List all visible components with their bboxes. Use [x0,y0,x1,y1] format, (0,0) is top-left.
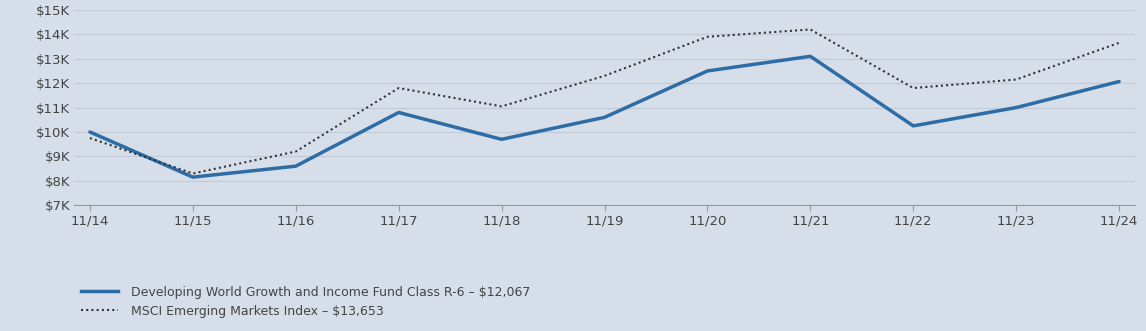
MSCI Emerging Markets Index – $13,653 [598,74,612,78]
MSCI Emerging Markets Index – $13,653 [1113,41,1127,45]
MSCI Emerging Markets Index – $13,653 [289,150,303,154]
MSCI Emerging Markets Index – $13,653 [186,171,199,175]
Legend: Developing World Growth and Income Fund Class R-6 – $12,067, MSCI Emerging Marke: Developing World Growth and Income Fund … [80,286,531,318]
Developing World Growth and Income Fund Class R-6 – $12,067 [186,175,199,179]
Developing World Growth and Income Fund Class R-6 – $12,067 [906,124,920,128]
Line: MSCI Emerging Markets Index – $13,653: MSCI Emerging Markets Index – $13,653 [89,29,1120,173]
MSCI Emerging Markets Index – $13,653 [700,35,714,39]
Developing World Growth and Income Fund Class R-6 – $12,067 [289,164,303,168]
Developing World Growth and Income Fund Class R-6 – $12,067 [1010,106,1023,110]
Developing World Growth and Income Fund Class R-6 – $12,067 [1113,79,1127,83]
MSCI Emerging Markets Index – $13,653 [83,136,96,140]
Developing World Growth and Income Fund Class R-6 – $12,067 [392,111,406,115]
MSCI Emerging Markets Index – $13,653 [803,27,817,31]
Developing World Growth and Income Fund Class R-6 – $12,067 [598,115,612,119]
MSCI Emerging Markets Index – $13,653 [1010,77,1023,81]
MSCI Emerging Markets Index – $13,653 [495,104,509,108]
Developing World Growth and Income Fund Class R-6 – $12,067 [700,69,714,73]
Developing World Growth and Income Fund Class R-6 – $12,067 [83,130,96,134]
MSCI Emerging Markets Index – $13,653 [906,86,920,90]
Developing World Growth and Income Fund Class R-6 – $12,067 [495,137,509,141]
Line: Developing World Growth and Income Fund Class R-6 – $12,067: Developing World Growth and Income Fund … [89,56,1120,177]
MSCI Emerging Markets Index – $13,653 [392,86,406,90]
Developing World Growth and Income Fund Class R-6 – $12,067 [803,54,817,58]
